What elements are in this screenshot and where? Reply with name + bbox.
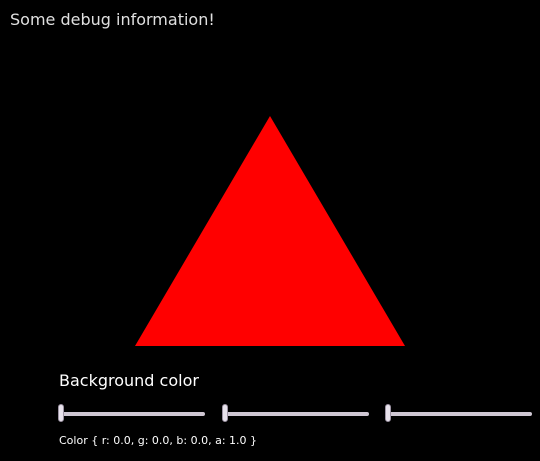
slider-track[interactable]: [386, 412, 532, 416]
slider-row: [58, 404, 532, 424]
slider-green[interactable]: [222, 404, 369, 424]
slider-blue[interactable]: [385, 404, 532, 424]
slider-handle[interactable]: [58, 404, 64, 422]
debug-info-text: Some debug information!: [10, 10, 215, 29]
slider-handle[interactable]: [385, 404, 391, 422]
background-color-label: Background color: [59, 371, 199, 390]
red-triangle: [135, 116, 405, 346]
slider-red[interactable]: [58, 404, 205, 424]
slider-track[interactable]: [223, 412, 369, 416]
color-status-text: Color { r: 0.0, g: 0.0, b: 0.0, a: 1.0 }: [59, 434, 258, 447]
slider-handle[interactable]: [222, 404, 228, 422]
slider-track[interactable]: [59, 412, 205, 416]
background-color-panel: Background color Color { r: 0.0, g: 0.0,…: [58, 370, 532, 448]
